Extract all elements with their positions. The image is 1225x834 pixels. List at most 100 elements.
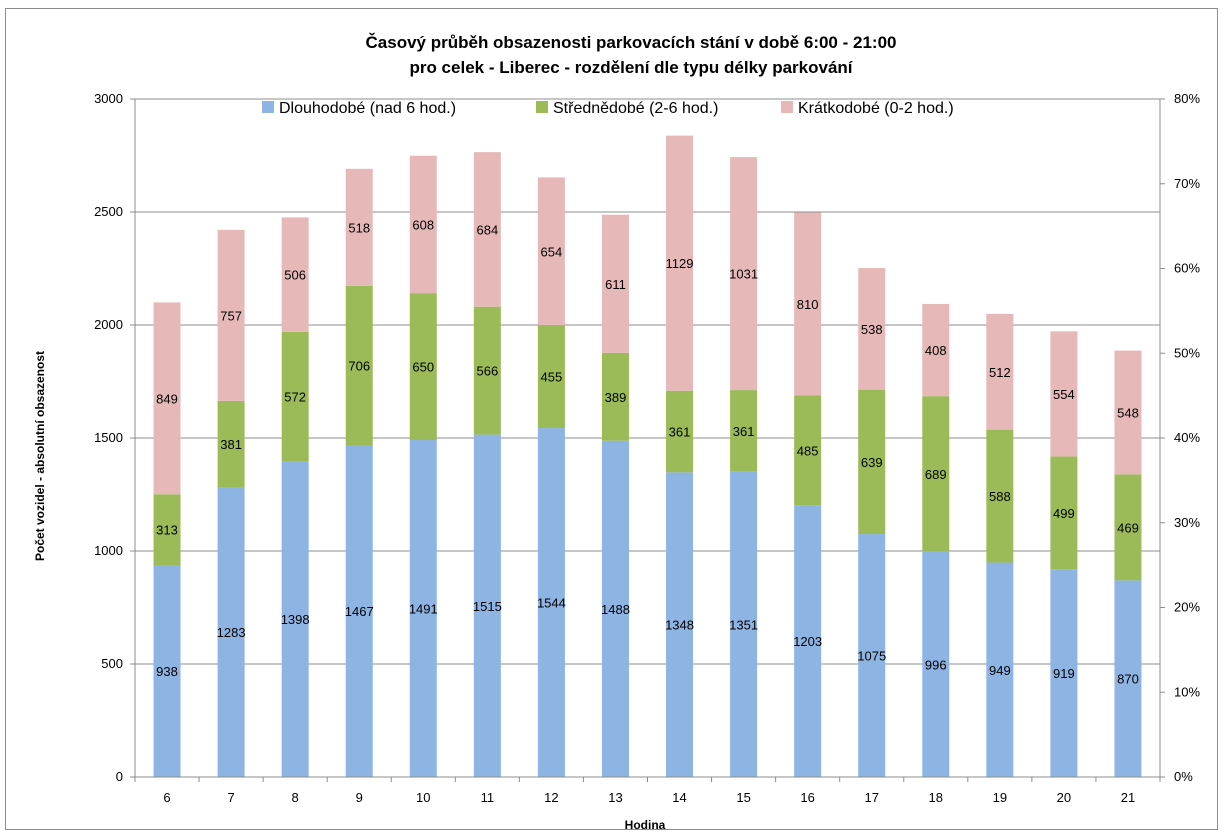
bar-segment	[345, 285, 373, 446]
bar-segment	[601, 214, 629, 353]
data-label: 611	[605, 277, 626, 292]
x-tick-label: 19	[993, 790, 1007, 805]
data-label: 455	[541, 370, 563, 385]
data-label: 1129	[666, 256, 694, 271]
data-label: 1488	[601, 602, 630, 617]
bar-segment	[986, 313, 1014, 430]
bar-segment	[153, 302, 181, 495]
bars: 938 313 849 1283 381 757 1398 572 506 1467 706 518 1…	[153, 135, 1142, 777]
data-label: 1075	[857, 649, 886, 664]
y2-tick-label: 80%	[1174, 91, 1200, 106]
bar-segment	[345, 445, 373, 777]
legend-swatch	[536, 101, 548, 113]
y2-tick-label: 70%	[1174, 176, 1200, 191]
data-label: 1544	[537, 596, 566, 611]
bar-segment	[345, 168, 373, 286]
bar-segment	[601, 440, 629, 777]
y-tick-label: 1500	[94, 430, 123, 445]
x-tick-label: 15	[736, 790, 750, 805]
data-label: 512	[989, 365, 1011, 380]
data-label: 849	[156, 391, 178, 406]
data-label: 1467	[345, 604, 374, 619]
data-label: 381	[220, 437, 242, 452]
bar-segment	[537, 428, 565, 777]
data-label: 654	[541, 244, 563, 259]
x-tick-label: 7	[227, 790, 234, 805]
legend-swatch	[781, 101, 793, 113]
bar-segment	[730, 390, 758, 472]
data-label: 938	[156, 664, 178, 679]
data-label: 1283	[217, 625, 246, 640]
bar-segment	[281, 217, 309, 332]
bar-segment	[858, 534, 886, 777]
x-tick-label: 21	[1121, 790, 1135, 805]
bar-segment	[281, 331, 309, 462]
bar-segment	[1050, 456, 1078, 570]
bar-segment	[473, 152, 501, 307]
bar-segment	[217, 400, 245, 488]
x-tick-label: 13	[608, 790, 622, 805]
bar-segment	[153, 494, 181, 566]
x-tick-label: 10	[416, 790, 430, 805]
bar-segment	[986, 429, 1014, 563]
bar-segment	[1114, 474, 1142, 581]
bar-segment	[537, 177, 565, 326]
bar-segment	[794, 395, 822, 506]
bar-segment	[666, 135, 694, 391]
data-label: 548	[1117, 405, 1139, 420]
data-label: 538	[861, 322, 883, 337]
data-label: 554	[1053, 387, 1075, 402]
data-label: 1398	[281, 612, 310, 627]
data-label: 572	[284, 389, 306, 404]
data-label: 706	[348, 359, 370, 374]
bar-segment	[794, 505, 822, 777]
x-tick-label: 9	[356, 790, 363, 805]
bar-segment	[217, 487, 245, 777]
legend-label: Krátkodobé (0-2 hod.)	[798, 100, 954, 117]
data-label: 588	[989, 489, 1011, 504]
data-label: 408	[925, 343, 947, 358]
y-tick-label: 1000	[94, 543, 123, 558]
bar-segment	[986, 562, 1014, 777]
data-label: 485	[797, 443, 819, 458]
x-axis-title: Hodina	[625, 818, 666, 832]
data-label: 1031	[729, 267, 758, 282]
data-label: 996	[925, 657, 947, 672]
x-tick-label: 12	[544, 790, 558, 805]
bar-segment	[922, 303, 950, 397]
bar-segment	[1050, 331, 1078, 457]
bar-segment	[1114, 350, 1142, 475]
bar-segment	[601, 352, 629, 441]
data-label: 919	[1053, 666, 1075, 681]
y-axis-title: Počet vozidel - absolutní obsazenost	[33, 351, 47, 561]
bar-segment	[666, 472, 694, 777]
axes: 0 500 1000 1500 2000 2500 3000 0% 10% 20% 30% 40% 50…	[94, 91, 1200, 805]
data-label: 949	[989, 663, 1011, 678]
data-label: 469	[1117, 520, 1139, 535]
y-tick-label: 0	[116, 769, 123, 784]
legend-swatch	[262, 101, 274, 113]
bar-segment	[409, 293, 437, 441]
bar-segment	[409, 155, 437, 294]
data-label: 361	[669, 425, 691, 440]
bar-segment	[409, 440, 437, 777]
bar-segment	[730, 471, 758, 777]
bar-segment	[666, 390, 694, 473]
data-label: 639	[861, 455, 883, 470]
legend-label: Střednědobé (2-6 hod.)	[553, 100, 718, 117]
data-label: 1491	[409, 602, 438, 617]
bar-segment	[537, 325, 565, 429]
y-tick-label: 2000	[94, 317, 123, 332]
x-tick-label: 20	[1057, 790, 1071, 805]
bar-segment	[730, 157, 758, 391]
chart-subtitle: pro celek - Liberec - rozdělení dle typu…	[409, 58, 853, 77]
data-label: 389	[605, 390, 627, 405]
data-label: 870	[1117, 672, 1139, 687]
y-tick-label: 500	[101, 656, 123, 671]
data-label: 689	[925, 467, 947, 482]
data-label: 757	[220, 308, 242, 323]
data-label: 608	[412, 217, 434, 232]
x-tick-label: 17	[864, 790, 878, 805]
x-tick-label: 11	[481, 790, 495, 805]
